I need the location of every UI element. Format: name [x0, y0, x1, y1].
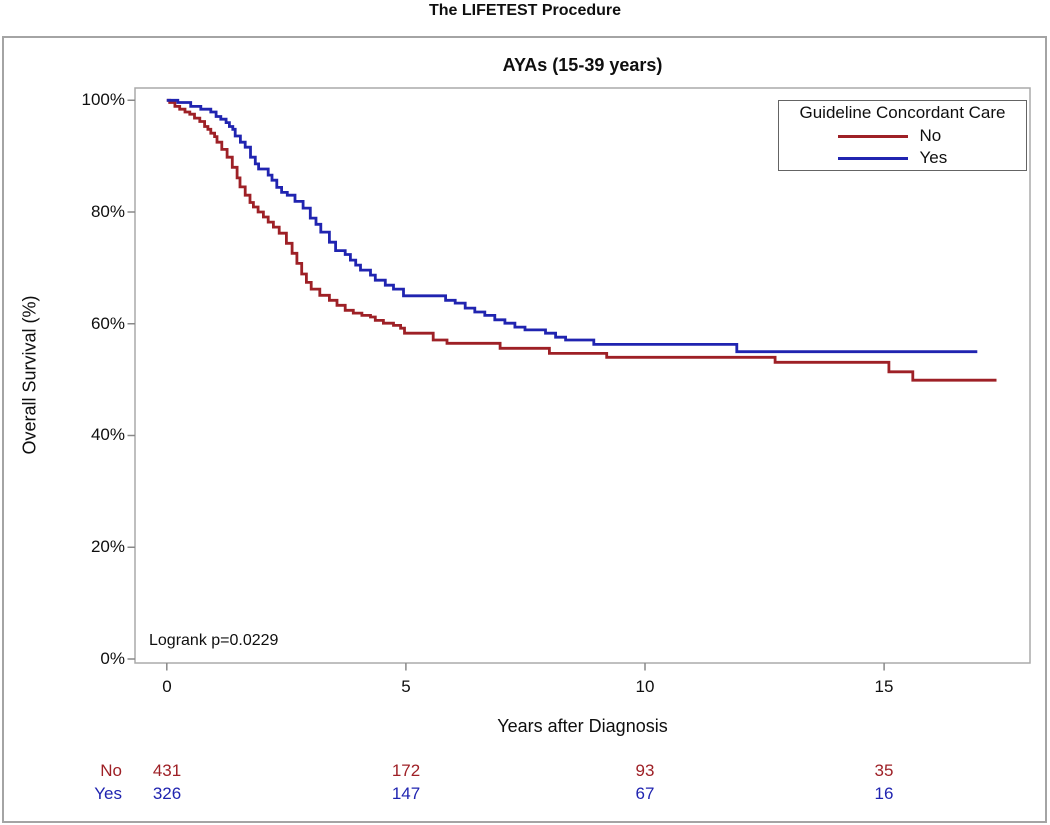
at-risk-value: 431: [152, 761, 182, 780]
y-tick-label-100: 100%: [81, 90, 125, 109]
y-tick-label-0: 0%: [100, 649, 125, 668]
at-risk-value: 67: [635, 784, 655, 803]
y-tick-label-80: 80%: [90, 202, 125, 221]
legend-line-swatch-no: [837, 134, 908, 138]
at-risk-value: 172: [391, 761, 421, 780]
at-risk-row-label: No: [100, 761, 122, 780]
at-risk-value: 93: [635, 761, 655, 780]
at-risk-value: 35: [874, 761, 894, 780]
legend-entry-no: No: [779, 125, 1026, 147]
y-tick-label-20: 20%: [90, 537, 125, 556]
y-tick-label-60: 60%: [90, 314, 125, 333]
legend-line-swatch-yes: [837, 156, 908, 160]
y-tick-label-40: 40%: [90, 425, 125, 444]
chart-title: AYAs (15-39 years): [502, 55, 663, 75]
at-risk-value: 147: [391, 784, 421, 803]
x-tick-label-0: 0: [162, 677, 172, 696]
logrank-p-value-annotation: Logrank p=0.0229: [149, 632, 279, 649]
x-axis-label: Years after Diagnosis: [497, 716, 668, 736]
x-tick-label-10: 10: [635, 677, 655, 696]
at-risk-value: 326: [152, 784, 182, 803]
procedure-title: The LIFETEST Procedure: [428, 2, 622, 19]
legend-entry-yes: Yes: [779, 147, 1026, 169]
legend-label-yes: Yes: [919, 148, 948, 167]
at-risk-row-label: Yes: [94, 784, 122, 803]
legend-title: Guideline Concordant Care: [799, 103, 1006, 122]
at-risk-row-no: No 431 172 93 35: [0, 760, 1050, 782]
legend-label-no: No: [919, 126, 942, 145]
legend: Guideline Concordant Care No Yes: [778, 100, 1027, 171]
x-tick-label-15: 15: [874, 677, 894, 696]
at-risk-value: 16: [874, 784, 894, 803]
at-risk-row-yes: Yes 326 147 67 16: [0, 783, 1050, 805]
x-tick-label-5: 5: [401, 677, 411, 696]
